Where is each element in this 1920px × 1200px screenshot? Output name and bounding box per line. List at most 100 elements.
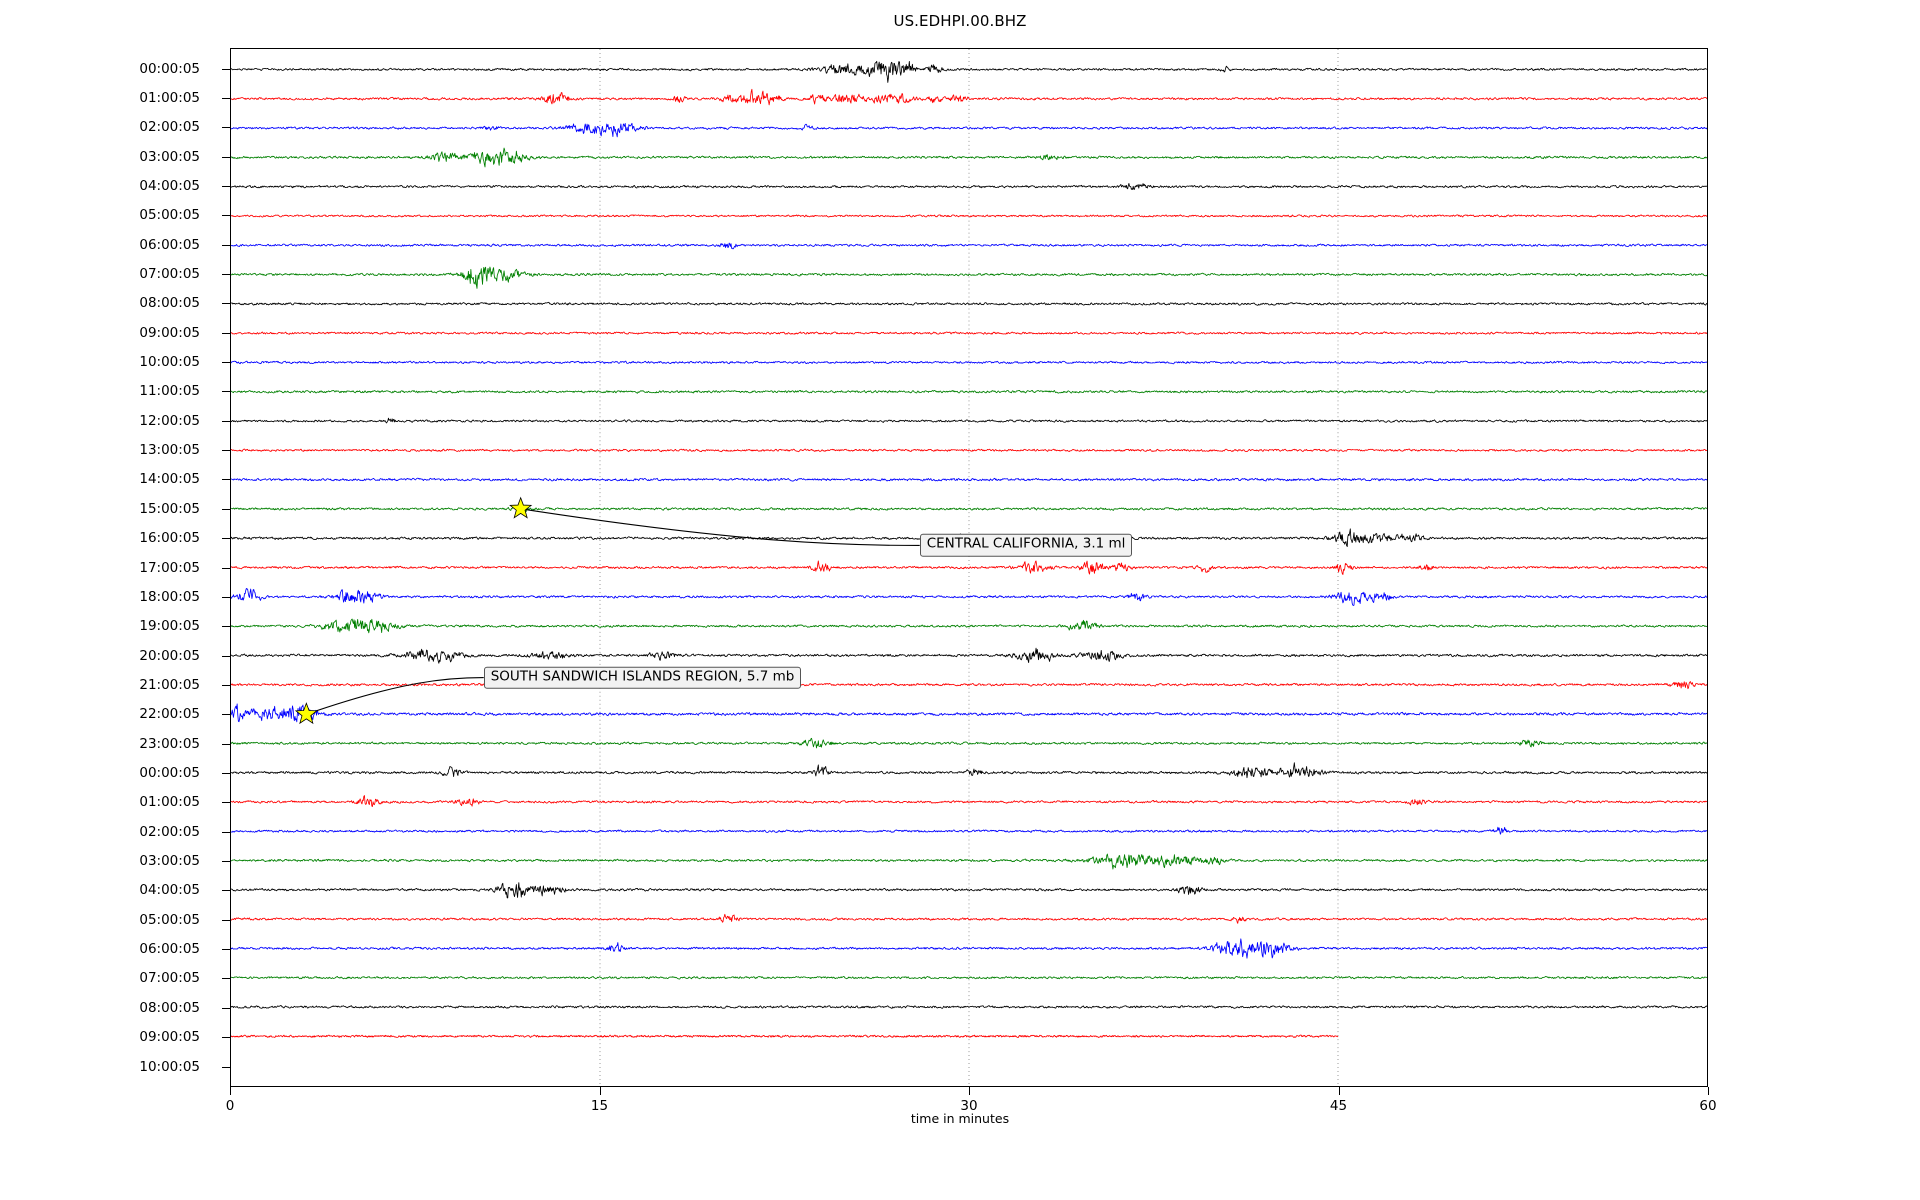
- seismic-traces: [231, 49, 1707, 1086]
- y-axis-tick: [222, 303, 230, 305]
- y-axis-tick: [222, 420, 230, 422]
- y-axis-tick-label: 01:00:05: [139, 89, 200, 106]
- trace-row: [231, 762, 1707, 779]
- y-axis-tick-label: 23:00:05: [139, 735, 200, 752]
- trace-row: [231, 183, 1707, 190]
- y-axis-tick-label: 17:00:05: [139, 559, 200, 576]
- y-axis-tick-label: 07:00:05: [139, 970, 200, 987]
- trace-row: [231, 477, 1707, 482]
- trace-row: [231, 505, 1707, 513]
- y-axis-tick-label: 14:00:05: [139, 471, 200, 488]
- y-axis-tick: [222, 450, 230, 452]
- y-axis-tick: [222, 714, 230, 716]
- trace-row: [231, 703, 1707, 723]
- x-axis-tick-label: 45: [1329, 1098, 1348, 1114]
- y-axis-tick: [222, 1007, 230, 1009]
- y-axis-tick: [222, 97, 230, 99]
- y-axis-tick: [222, 1066, 230, 1068]
- y-axis-tick-label: 21:00:05: [139, 676, 200, 693]
- y-axis-tick-label: 03:00:05: [139, 853, 200, 870]
- trace-row: [231, 737, 1707, 749]
- trace-row: [231, 147, 1707, 168]
- trace-row: [231, 301, 1707, 306]
- y-axis-tick-label: 00:00:05: [139, 764, 200, 781]
- y-axis-tick-label: 01:00:05: [139, 794, 200, 811]
- y-axis-tick-label: 16:00:05: [139, 530, 200, 547]
- trace-row: [231, 60, 1707, 83]
- trace-row: [231, 1005, 1707, 1009]
- trace-row: [231, 795, 1707, 807]
- y-axis-tick: [222, 127, 230, 129]
- y-axis-tick-label: 15:00:05: [139, 500, 200, 517]
- trace-row: [231, 882, 1707, 899]
- y-axis-tick: [222, 890, 230, 892]
- y-axis-tick: [222, 772, 230, 774]
- y-axis-tick-label: 09:00:05: [139, 324, 200, 341]
- y-axis-tick: [222, 479, 230, 481]
- y-axis-tick-label: 10:00:05: [139, 1058, 200, 1075]
- trace-row: [231, 853, 1707, 870]
- x-axis-tick-label: 30: [960, 1098, 978, 1114]
- y-axis-tick: [222, 273, 230, 275]
- x-axis-tick: [599, 1087, 601, 1095]
- y-axis-tick: [222, 362, 230, 364]
- trace-row: [231, 214, 1707, 218]
- x-axis-tick: [969, 1087, 970, 1095]
- x-axis-tick: [1708, 1087, 1709, 1095]
- trace-row: [231, 1034, 1339, 1038]
- y-axis-tick-label: 00:00:05: [139, 60, 200, 77]
- y-axis-tick: [222, 508, 230, 510]
- y-axis-tick-label: 19:00:05: [139, 618, 200, 635]
- y-axis-tick: [222, 538, 230, 540]
- y-axis-tick: [222, 596, 230, 598]
- page-title: US.EDHPI.00.BHZ: [893, 12, 1027, 30]
- trace-row: [231, 975, 1707, 980]
- y-axis-tick: [222, 332, 230, 334]
- y-axis-tick-label: 20:00:05: [139, 647, 200, 664]
- trace-row: [231, 913, 1707, 924]
- y-axis-tick: [222, 1037, 230, 1039]
- trace-row: [231, 618, 1707, 634]
- y-axis-tick-label: 06:00:05: [139, 236, 200, 253]
- y-axis-tick: [222, 391, 230, 393]
- trace-row: [231, 360, 1707, 365]
- y-axis-tick: [222, 68, 230, 70]
- y-axis-tick-label: 08:00:05: [139, 295, 200, 312]
- y-axis-tick: [222, 185, 230, 187]
- y-axis-tick: [222, 684, 230, 686]
- y-axis-tick-label: 08:00:05: [139, 999, 200, 1016]
- y-axis-tick-label: 04:00:05: [139, 177, 200, 194]
- trace-row: [231, 88, 1707, 106]
- y-axis-tick-label: 05:00:05: [139, 207, 200, 224]
- x-axis-tick: [230, 1087, 231, 1095]
- y-axis-tick-label: 09:00:05: [139, 1029, 200, 1046]
- trace-row: [231, 389, 1707, 394]
- y-axis-tick: [222, 831, 230, 833]
- x-axis-tick-label: 0: [225, 1098, 235, 1114]
- x-axis-tick: [1338, 1087, 1340, 1095]
- trace-row: [231, 681, 1707, 690]
- y-axis-tick-label: 03:00:05: [139, 148, 200, 165]
- y-axis-tick: [222, 156, 230, 158]
- y-axis-tick-label: 10:00:05: [139, 354, 200, 371]
- trace-row: [231, 266, 1707, 289]
- trace-row: [231, 242, 1707, 250]
- y-axis-tick-label: 11:00:05: [139, 383, 200, 400]
- y-axis-tick-label: 06:00:05: [139, 941, 200, 958]
- trace-row: [231, 560, 1707, 576]
- trace-row: [231, 331, 1707, 335]
- event-annotation-label[interactable]: SOUTH SANDWICH ISLANDS REGION, 5.7 mb: [483, 666, 802, 689]
- plot-area: [230, 48, 1708, 1087]
- y-axis-tick-label: 05:00:05: [139, 911, 200, 928]
- y-axis-tick: [222, 861, 230, 863]
- event-annotation-label[interactable]: CENTRAL CALIFORNIA, 3.1 ml: [919, 534, 1133, 557]
- y-axis-tick: [222, 244, 230, 246]
- y-axis-tick: [222, 626, 230, 628]
- trace-row: [231, 588, 1707, 606]
- y-axis-tick: [222, 743, 230, 745]
- y-axis-tick: [222, 949, 230, 951]
- y-axis-tick-label: 12:00:05: [139, 412, 200, 429]
- x-axis-tick-label: 15: [590, 1098, 609, 1114]
- y-axis-tick-label: 22:00:05: [139, 706, 200, 723]
